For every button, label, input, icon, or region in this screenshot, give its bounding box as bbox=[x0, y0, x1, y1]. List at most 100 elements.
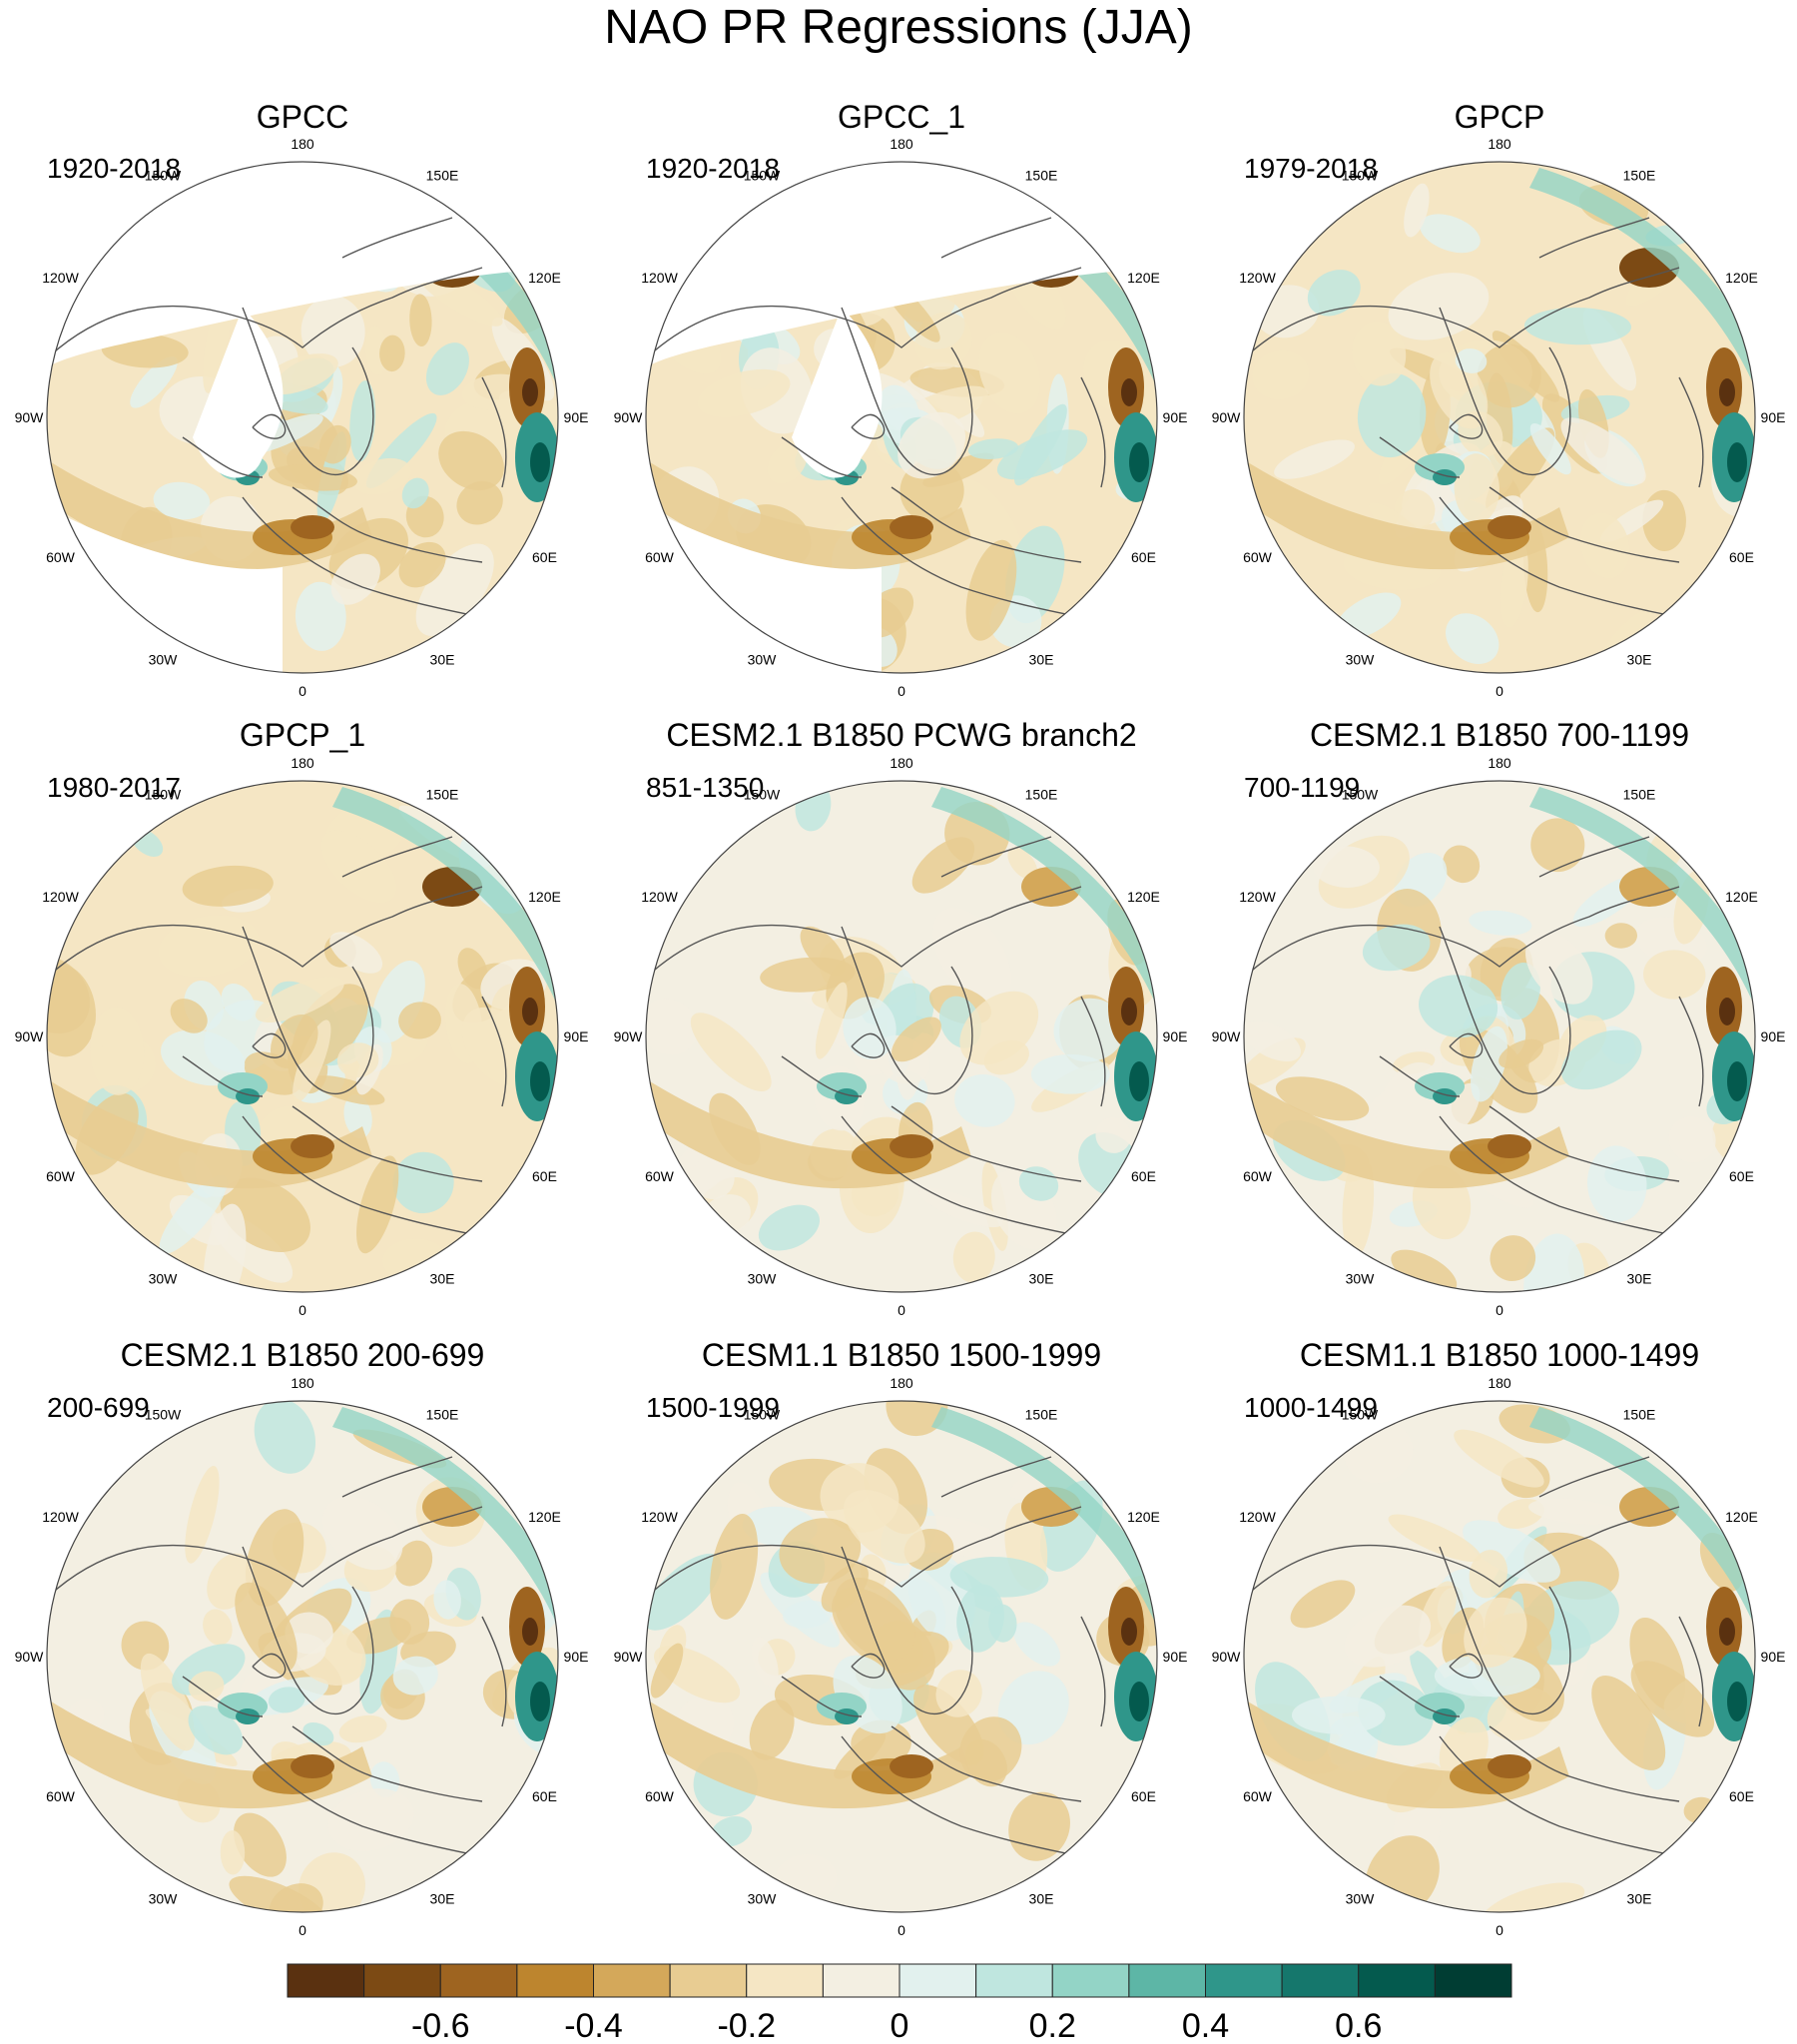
longitude-label: 120E bbox=[1127, 889, 1160, 905]
colorbar-label: 0.2 bbox=[1029, 2007, 1076, 2044]
longitude-label: 0 bbox=[1496, 683, 1503, 699]
longitude-label: 30W bbox=[748, 1890, 778, 1906]
precip-field bbox=[1244, 1401, 1755, 1912]
colorbar-swatch bbox=[363, 1963, 441, 1998]
longitude-label: 60E bbox=[1729, 1168, 1754, 1184]
longitude-label: 90E bbox=[1163, 1028, 1188, 1044]
map-boundary bbox=[645, 161, 1158, 674]
longitude-label: 60W bbox=[1243, 1788, 1273, 1804]
map-panel: CESM1.1 B1850 1500-1999 1500-1999 180 150E 1… bbox=[614, 1337, 1188, 1937]
panel-period: 1920-2018 bbox=[646, 153, 780, 184]
longitude-label: 150E bbox=[1025, 787, 1058, 803]
colorbar-label: 0.4 bbox=[1182, 2007, 1229, 2044]
longitude-label: 60W bbox=[645, 1788, 675, 1804]
longitude-label: 30E bbox=[430, 1270, 455, 1286]
panel-period: 1500-1999 bbox=[646, 1392, 780, 1423]
longitude-label: 120W bbox=[641, 889, 678, 905]
longitude-label: 0 bbox=[898, 683, 905, 699]
longitude-label: 60W bbox=[645, 549, 675, 565]
map-boundary bbox=[645, 780, 1158, 1293]
longitude-label: 30W bbox=[1346, 1270, 1376, 1286]
longitude-label: 30W bbox=[748, 651, 778, 667]
longitude-label: 150E bbox=[1623, 168, 1656, 184]
longitude-label: 90E bbox=[564, 1028, 589, 1044]
panel-title: CESM1.1 B1850 1500-1999 bbox=[702, 1337, 1101, 1373]
colorbar-swatch bbox=[746, 1963, 824, 1998]
longitude-label: 150W bbox=[1342, 787, 1379, 803]
map-panels: GPCC 1920-2018 180 150E 120E 90E 60E 30E 0 30W 60W… bbox=[15, 99, 1786, 1937]
longitude-label: 120E bbox=[528, 270, 561, 286]
longitude-label: 30W bbox=[149, 651, 179, 667]
longitude-label: 120W bbox=[641, 270, 678, 286]
colorbar-label: -0.6 bbox=[411, 2007, 470, 2044]
colorbar-swatch bbox=[975, 1963, 1053, 1998]
map-panel: CESM2.1 B1850 700-1199 700-1199 180 150E 120… bbox=[1212, 717, 1786, 1318]
panel-period: 200-699 bbox=[47, 1392, 150, 1423]
longitude-label: 180 bbox=[890, 136, 913, 152]
precip-field bbox=[646, 162, 1157, 673]
map-boundary bbox=[46, 161, 559, 674]
longitude-label: 90W bbox=[614, 1028, 644, 1044]
map-panel: GPCP_1 1980-2017 180 150E 120E 90E 60E 30E 0 30W 6… bbox=[15, 717, 589, 1318]
panel-period: 700-1199 bbox=[1244, 772, 1360, 803]
map-panel: GPCC 1920-2018 180 150E 120E 90E 60E 30E 0 30W 60W… bbox=[15, 99, 589, 699]
map-panel: GPCC_1 1920-2018 180 150E 120E 90E 60E 30E 0 30W 6… bbox=[614, 99, 1188, 699]
longitude-label: 60W bbox=[1243, 549, 1273, 565]
longitude-label: 90E bbox=[1761, 1028, 1786, 1044]
longitude-label: 150W bbox=[744, 787, 781, 803]
colorbar-swatch bbox=[1051, 1963, 1130, 1998]
longitude-label: 150W bbox=[1342, 1407, 1379, 1423]
longitude-label: 30E bbox=[1627, 651, 1652, 667]
map-boundary bbox=[1243, 1400, 1756, 1913]
longitude-label: 120W bbox=[1239, 270, 1276, 286]
colorbar-label: -0.2 bbox=[717, 2007, 776, 2044]
longitude-label: 0 bbox=[898, 1922, 905, 1937]
longitude-label: 30E bbox=[1029, 1890, 1054, 1906]
precip-field bbox=[1244, 781, 1755, 1292]
precip-field bbox=[47, 162, 558, 673]
panel-title: CESM1.1 B1850 1000-1499 bbox=[1300, 1337, 1699, 1373]
panel-title: GPCP bbox=[1455, 99, 1545, 135]
precip-field bbox=[646, 1401, 1157, 1912]
longitude-label: 90W bbox=[15, 1028, 45, 1044]
longitude-label: 120W bbox=[42, 889, 79, 905]
panel-period: 1000-1499 bbox=[1244, 1392, 1378, 1423]
colorbar-label: -0.4 bbox=[564, 2007, 623, 2044]
longitude-label: 180 bbox=[291, 136, 314, 152]
longitude-label: 120W bbox=[1239, 889, 1276, 905]
map-boundary bbox=[645, 1400, 1158, 1913]
precip-field bbox=[47, 1401, 558, 1912]
longitude-label: 180 bbox=[1488, 755, 1511, 771]
longitude-label: 150E bbox=[1025, 1407, 1058, 1423]
colorbar-swatch bbox=[669, 1963, 748, 1998]
panel-title: GPCC bbox=[257, 99, 348, 135]
precip-field bbox=[1244, 162, 1755, 673]
map-boundary bbox=[1243, 780, 1756, 1293]
longitude-label: 120E bbox=[528, 1509, 561, 1525]
panel-period: 851-1350 bbox=[646, 772, 764, 803]
longitude-label: 150E bbox=[1623, 1407, 1656, 1423]
colorbar-swatch bbox=[516, 1963, 594, 1998]
longitude-label: 0 bbox=[299, 1922, 306, 1937]
map-boundary bbox=[46, 1400, 559, 1913]
longitude-label: 150E bbox=[426, 787, 459, 803]
longitude-label: 120E bbox=[1127, 1509, 1160, 1525]
map-boundary bbox=[1243, 161, 1756, 674]
longitude-label: 30W bbox=[1346, 1890, 1376, 1906]
coastlines bbox=[47, 217, 533, 628]
longitude-label: 180 bbox=[1488, 136, 1511, 152]
longitude-label: 180 bbox=[291, 1375, 314, 1391]
precip-field bbox=[646, 781, 1157, 1292]
longitude-label: 60W bbox=[1243, 1168, 1273, 1184]
longitude-label: 120W bbox=[641, 1509, 678, 1525]
longitude-label: 180 bbox=[1488, 1375, 1511, 1391]
longitude-label: 90E bbox=[1761, 409, 1786, 425]
longitude-label: 90E bbox=[1761, 1649, 1786, 1665]
colorbar-label: 0 bbox=[891, 2007, 909, 2044]
longitude-label: 60E bbox=[1131, 1168, 1156, 1184]
longitude-label: 150E bbox=[1025, 168, 1058, 184]
longitude-label: 90E bbox=[1163, 1649, 1188, 1665]
panel-title: CESM2.1 B1850 700-1199 bbox=[1310, 717, 1689, 753]
longitude-label: 150E bbox=[426, 168, 459, 184]
longitude-label: 90W bbox=[1212, 1649, 1242, 1665]
